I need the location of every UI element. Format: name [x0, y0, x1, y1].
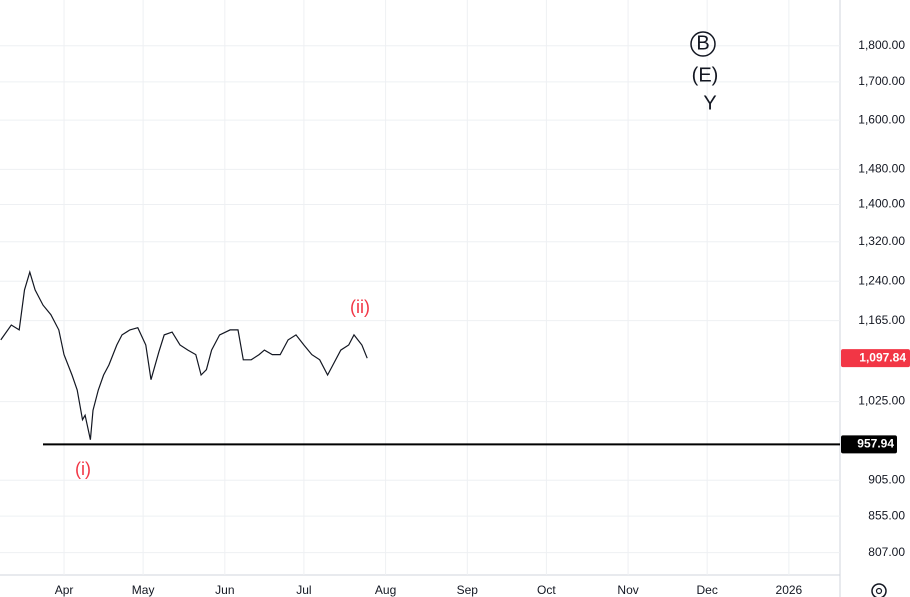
x-tick-label: May — [132, 583, 155, 597]
price-line-label-bg — [841, 435, 897, 454]
y-tick-label: 1,400.00 — [858, 197, 905, 211]
x-tick-label: 2026 — [776, 583, 803, 597]
y-tick-label: 1,700.00 — [858, 74, 905, 88]
y-tick-label: 905.00 — [868, 472, 905, 486]
x-tick-label: Nov — [617, 583, 638, 597]
wave-label: B — [696, 32, 709, 54]
y-tick-label: 1,320.00 — [858, 234, 905, 248]
wave-label: (E) — [692, 64, 719, 86]
x-tick-label: Oct — [537, 583, 556, 597]
x-tick-label: Sep — [457, 583, 479, 597]
x-tick-label: Jul — [296, 583, 311, 597]
x-tick-label: Apr — [55, 583, 74, 597]
x-tick-label: Dec — [696, 583, 717, 597]
wave-label: (ii) — [350, 297, 370, 317]
y-tick-label: 807.00 — [868, 545, 905, 559]
price-line-series — [0, 269, 368, 440]
x-tick-label: Aug — [375, 583, 396, 597]
y-tick-label: 1,240.00 — [858, 273, 905, 287]
last-price-label-bg — [841, 349, 910, 368]
settings-icon[interactable] — [871, 583, 887, 597]
x-tick-label: Jun — [215, 583, 234, 597]
y-tick-label: 1,600.00 — [858, 112, 905, 126]
wave-label-circle — [690, 31, 716, 57]
y-tick-label: 1,800.00 — [858, 38, 905, 52]
price-line-label: 957.94 — [857, 436, 894, 450]
y-tick-label: 855.00 — [868, 508, 905, 522]
y-tick-label: 1,165.00 — [858, 313, 905, 327]
last-price-label: 1,097.84 — [859, 350, 906, 364]
wave-label: Y — [703, 92, 716, 114]
y-tick-label: 1,480.00 — [858, 162, 905, 176]
wave-label: (i) — [75, 459, 91, 479]
y-tick-label: 1,025.00 — [858, 394, 905, 408]
